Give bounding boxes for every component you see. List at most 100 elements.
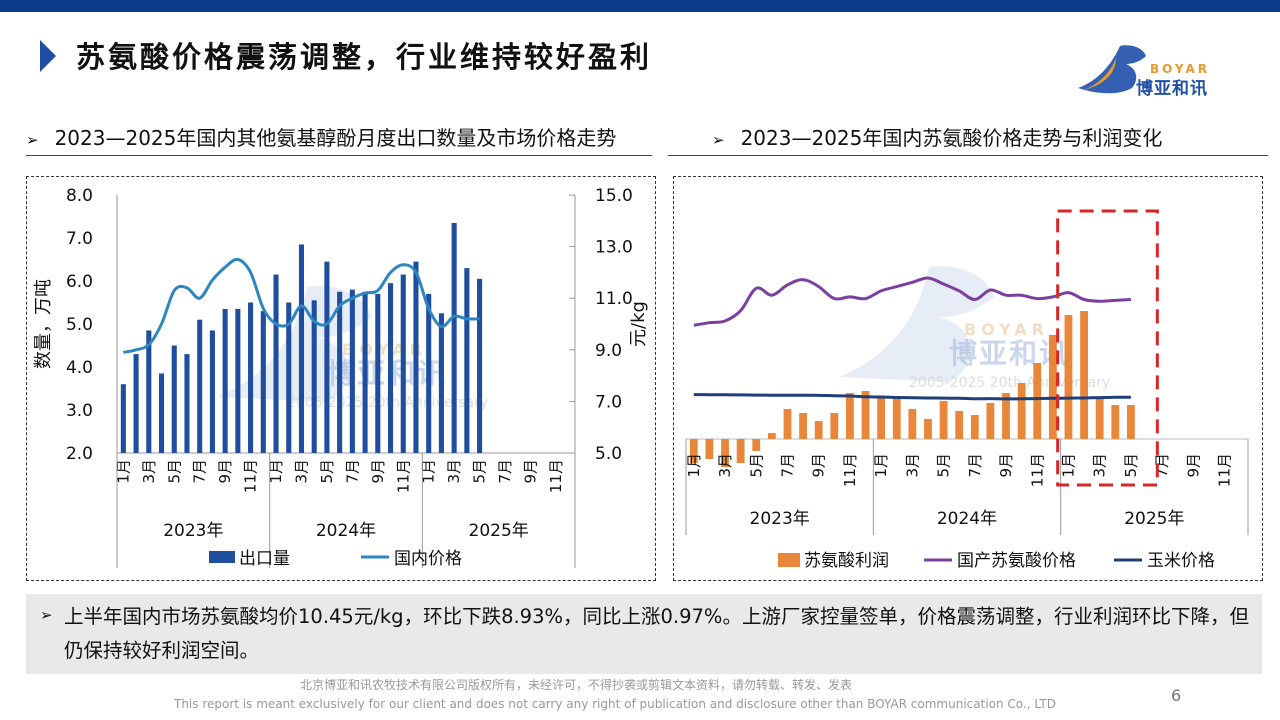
watermark-sub: 2005-2025 20th Anniversary	[287, 395, 488, 411]
x-tick-label: 1月	[267, 459, 285, 484]
x-tick-label: 1月	[420, 459, 438, 484]
profit-bar	[908, 409, 917, 439]
y-tick-label-right: 7.0	[595, 392, 622, 412]
x-tick-label: 5月	[1122, 453, 1140, 478]
y-tick-label-left: 6.0	[66, 272, 93, 292]
export-bar	[298, 244, 305, 453]
export-bar	[286, 302, 292, 453]
x-tick-label: 5月	[471, 459, 489, 484]
profit-bar	[830, 413, 839, 439]
y-tick-label-right: 9.0	[595, 341, 622, 361]
y-axis-label-left: 数量，万吨	[33, 279, 54, 369]
y-tick-label-left: 3.0	[66, 401, 93, 421]
summary-text: 上半年国内市场苏氨酸均价10.45元/kg，环比下跌8.93%，同比上涨0.97…	[64, 605, 1249, 662]
export-bar	[133, 354, 139, 453]
year-label: 2023年	[750, 509, 810, 529]
profit-bar	[986, 403, 995, 439]
profit-bar	[970, 415, 979, 439]
x-tick-label: 11月	[394, 459, 412, 493]
right-subtitle-underline	[668, 155, 1268, 156]
x-tick-label: 11月	[841, 453, 859, 487]
watermark-en: BOYAR	[964, 320, 1049, 339]
x-tick-label: 9月	[997, 453, 1015, 478]
export-bar	[426, 293, 432, 453]
bullet-icon: ➢	[40, 606, 53, 624]
bullet-icon: ➢	[26, 131, 39, 149]
legend-label: 国内价格	[394, 549, 462, 569]
profit-bar	[1002, 393, 1010, 439]
x-tick-label: 11月	[1216, 453, 1234, 487]
profit-bar	[1017, 383, 1026, 439]
profit-bar	[767, 433, 776, 439]
export-bar	[260, 311, 266, 453]
profit-bar	[783, 409, 792, 439]
profit-bar	[1064, 315, 1073, 439]
export-bar	[464, 268, 470, 453]
x-tick-label: 11月	[1028, 453, 1046, 487]
y-tick-label-right: 5.0	[595, 444, 622, 464]
legend-label: 玉米价格	[1147, 551, 1215, 571]
x-tick-label: 9月	[1184, 453, 1202, 478]
y-axis-label-right: 元/kg	[628, 301, 649, 347]
profit-bar	[939, 401, 948, 439]
title-arrow-icon	[40, 40, 56, 72]
export-bar	[184, 354, 190, 453]
left-chart-subtitle: ➢ 2023—2025年国内其他氨基醇酚月度出口数量及市场价格走势	[26, 122, 616, 151]
x-tick-label: 9月	[810, 453, 828, 478]
legend-label: 苏氨酸利润	[804, 551, 889, 571]
profit-bar	[1048, 335, 1057, 439]
x-tick-label: 3月	[716, 453, 734, 478]
profit-bar	[752, 439, 761, 451]
profit-bar	[705, 439, 714, 459]
export-bar	[477, 278, 483, 453]
watermark-logo-icon	[839, 266, 994, 382]
profit-bar	[955, 411, 964, 439]
x-tick-label: 3月	[140, 459, 158, 484]
x-tick-label: 9月	[216, 459, 234, 484]
legend-profit-swatch	[778, 553, 800, 567]
left-subtitle-text: 2023—2025年国内其他氨基醇酚月度出口数量及市场价格走势	[54, 126, 617, 150]
x-tick-label: 9月	[369, 459, 387, 484]
summary-box: ➢ 上半年国内市场苏氨酸均价10.45元/kg，环比下跌8.93%，同比上涨0.…	[26, 594, 1262, 674]
profit-bar	[721, 439, 729, 467]
top-brand-bar	[0, 0, 1280, 12]
export-bar	[400, 274, 406, 453]
profit-bar	[861, 391, 870, 439]
export-bar	[311, 300, 317, 453]
right-subtitle-text: 2023—2025年国内苏氨酸价格走势与利润变化	[740, 126, 1163, 150]
x-tick-label: 5月	[935, 453, 953, 478]
profit-bar	[689, 439, 698, 463]
logo-cn-text: 博亚和讯	[1136, 79, 1208, 99]
export-bar	[209, 330, 215, 453]
x-tick-label: 5月	[747, 453, 765, 478]
y-tick-label-right: 13.0	[595, 238, 633, 258]
x-tick-label: 3月	[903, 453, 921, 478]
logo-en-text: BOYAR	[1150, 62, 1210, 76]
export-bar	[273, 274, 279, 453]
y-tick-label-right: 11.0	[595, 289, 633, 309]
bullet-icon: ➢	[712, 131, 725, 149]
domestic-price-line	[123, 257, 480, 354]
x-tick-label: 11月	[547, 459, 565, 493]
x-tick-label: 1月	[685, 453, 703, 478]
export-bar	[387, 283, 394, 453]
profit-bar	[846, 393, 854, 439]
export-bar	[324, 261, 330, 453]
page-number: 6	[1171, 686, 1182, 705]
y-tick-label-left: 2.0	[66, 444, 93, 464]
export-bar	[375, 293, 381, 453]
export-bar	[451, 222, 457, 453]
x-tick-label: 7月	[496, 459, 514, 484]
profit-bar	[1095, 397, 1104, 439]
right-chart-panel: BOYAR 博亚和讯 2005-2025 20th Anniversary 1月 3月 5…	[673, 176, 1263, 581]
x-tick-label: 3月	[292, 459, 310, 484]
legend-label: 出口量	[239, 549, 290, 569]
export-bar	[120, 384, 126, 453]
x-tick-label: 7月	[191, 459, 209, 484]
watermark-cn: 博亚和讯	[327, 357, 447, 390]
export-bar	[171, 345, 177, 453]
export-bar	[235, 308, 241, 453]
x-tick-label: 1月	[872, 453, 890, 478]
